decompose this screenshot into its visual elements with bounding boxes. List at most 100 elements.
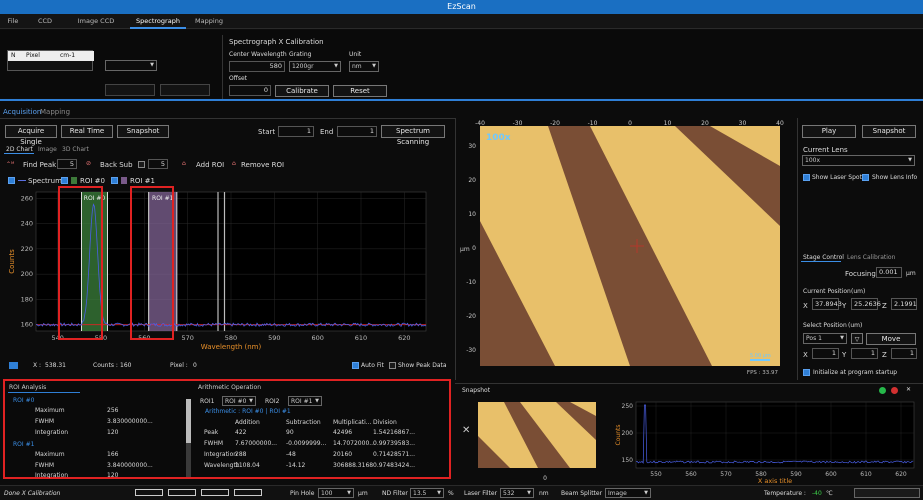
start-label: Start (258, 128, 276, 136)
roi2-select[interactable]: ROI #1 ▼ (288, 396, 322, 406)
camera-x-tick: -40 (475, 120, 485, 127)
tab-image-ccd-control[interactable]: Image CCD Control (77, 17, 115, 40)
lens-dropdown[interactable]: 100x ▼ (802, 155, 915, 166)
tab-acquisition[interactable]: Acquisition (3, 108, 42, 116)
end-input[interactable]: 1 (337, 126, 377, 137)
current-y-input[interactable]: 25.2636 (851, 298, 881, 310)
back-sub-checkbox[interactable] (138, 161, 145, 168)
camera-x-tick: -10 (588, 120, 598, 127)
position-dropdown[interactable]: Pos 1 ▼ (803, 333, 847, 344)
chevron-down-icon: ▼ (437, 490, 441, 496)
chevron-down-icon: ▼ (840, 335, 844, 341)
filter-icon[interactable]: ▽ (851, 333, 863, 344)
show-lens-info-checkbox[interactable] (862, 174, 869, 181)
beam-splitter-dropdown[interactable]: Image ▼ (605, 488, 651, 498)
tab-mapping[interactable]: Mapping (195, 17, 223, 25)
play-button[interactable]: Play (802, 125, 856, 138)
cursor-x-label: X : (33, 362, 42, 369)
calibrate-button[interactable]: Calibrate (275, 85, 329, 97)
spectrum-legend-checkbox[interactable] (8, 177, 15, 184)
laser-filter-dropdown[interactable]: 532 ▼ (500, 488, 534, 498)
app-title: EzScan (447, 2, 476, 11)
roi-analysis-scrollbar[interactable] (186, 399, 191, 477)
snapshot-x-title: X axis title (758, 477, 792, 484)
reset-button[interactable]: Reset (333, 85, 387, 97)
tab-2d-chart[interactable]: 2D Chart (6, 146, 33, 153)
current-x-input[interactable]: 37.8943 (812, 298, 842, 310)
center-wavelength-input[interactable]: 580 (229, 61, 285, 72)
tab-image[interactable]: Image (38, 146, 57, 153)
add-roi-icon[interactable]: ⌂ (182, 160, 186, 167)
roi1-legend-checkbox[interactable] (111, 177, 118, 184)
roi1-select-value: ROI #0 (225, 398, 247, 405)
camera-x-tick: -20 (550, 120, 560, 127)
unit-dropdown[interactable]: nm ▼ (349, 61, 379, 72)
x-axis-title: Wavelength (nm) (201, 343, 262, 351)
focusing-input[interactable]: 0.001 (876, 267, 902, 278)
pixel-table[interactable]: N Pixel cm-1 (7, 50, 94, 71)
current-z-input[interactable]: 2.1991 (891, 298, 917, 310)
tab-3d-chart[interactable]: 3D Chart (62, 146, 89, 153)
find-peak-input[interactable]: 5 (57, 159, 77, 169)
scale-label: 5.00 μm (750, 353, 771, 359)
roi1-select[interactable]: ROI #0 ▼ (222, 396, 256, 406)
select-y-input[interactable]: 1 (851, 348, 878, 359)
pixel-value: 0 (193, 362, 197, 369)
arith-cell: 288 (235, 451, 247, 458)
pixel-select-dropdown[interactable]: ▼ (105, 60, 157, 71)
camera-x-tick: 30 (739, 120, 747, 127)
tab-lens-calibration[interactable]: Lens Calibration (847, 254, 896, 261)
close-snapshot-icon[interactable]: ✕ (462, 425, 471, 436)
tab-spectrograph-setup[interactable]: Spectrograph Setup (130, 14, 186, 40)
disabled-button-2[interactable] (160, 84, 210, 96)
remove-roi-icon[interactable]: ⌂ (232, 160, 236, 167)
save-icon[interactable] (9, 362, 18, 369)
tab-file[interactable]: File (7, 17, 19, 25)
show-peak-data-label: Show Peak Data (398, 362, 447, 369)
camera-view[interactable]: 100x 5.00 μm -40 -30 -20 -10 0 10 20 30 40 30 20 10 0 -… (456, 120, 796, 382)
snapshot-image[interactable]: 0 (474, 398, 604, 482)
nd-filter-dropdown[interactable]: 13.5 ▼ (410, 488, 444, 498)
start-input[interactable]: 1 (278, 126, 314, 137)
grating-dropdown[interactable]: 1200gr ▼ (289, 61, 341, 72)
nd-filter-label: ND Filter (382, 490, 408, 497)
real-time-button[interactable]: Real Time (61, 125, 113, 138)
auto-fit-checkbox[interactable] (352, 362, 359, 369)
camera-x-tick: 10 (664, 120, 672, 127)
add-snapshot-icon[interactable] (879, 387, 886, 394)
initialize-checkbox[interactable] (803, 369, 810, 376)
roi1-group-title: ROI #1 (13, 441, 35, 448)
back-sub-input[interactable]: 5 (148, 159, 168, 169)
select-x-input[interactable]: 1 (812, 348, 839, 359)
arith-cell: -14.12 (286, 462, 306, 469)
acquire-single-button[interactable]: Acquire Single (5, 125, 57, 146)
snapshot-chart[interactable]: 250 200 150 550 560 570 580 590 600 610 620 X axis … (612, 396, 920, 484)
move-button[interactable]: Move (866, 333, 916, 345)
disabled-button-1[interactable] (105, 84, 155, 96)
x-calibration-title: Spectrograph X Calibration (229, 38, 324, 46)
show-lens-info-label: Show Lens Info (872, 174, 918, 181)
show-laser-spot-checkbox[interactable] (803, 174, 810, 181)
roi1-legend-swatch (121, 177, 127, 184)
snapshot-button[interactable]: Snapshot (117, 125, 169, 138)
select-z-input[interactable]: 1 (891, 348, 917, 359)
delete-snapshot-icon[interactable] (891, 387, 898, 394)
close-icon[interactable]: ✕ (906, 386, 912, 393)
add-roi-label[interactable]: Add ROI (196, 161, 225, 169)
tab-stage-control[interactable]: Stage Control (803, 254, 844, 261)
camera-snapshot-button[interactable]: Snapshot (862, 125, 916, 138)
remove-roi-label[interactable]: Remove ROI (241, 161, 285, 169)
pin-hole-dropdown[interactable]: 100 ▼ (318, 488, 354, 498)
arith-cell: 306888.3168 (333, 462, 374, 469)
show-peak-data-checkbox[interactable] (389, 362, 396, 369)
roi0-legend-label: ROI #0 (80, 177, 105, 185)
spectrum-scanning-button[interactable]: Spectrum Scanning (381, 125, 445, 146)
temperature-value: -40 (812, 490, 822, 497)
find-peak-icon[interactable]: ⌃ᴹ (6, 161, 15, 168)
roi0-legend-checkbox[interactable] (61, 177, 68, 184)
tab-ccd-control[interactable]: CCD Control (33, 17, 57, 40)
offset-input[interactable]: 0 (229, 85, 271, 96)
roi-label: ROI #0 (84, 195, 106, 202)
roi1-maximum-label: Maximum (35, 451, 65, 458)
tab-acquisition-mapping[interactable]: Mapping (40, 108, 71, 116)
